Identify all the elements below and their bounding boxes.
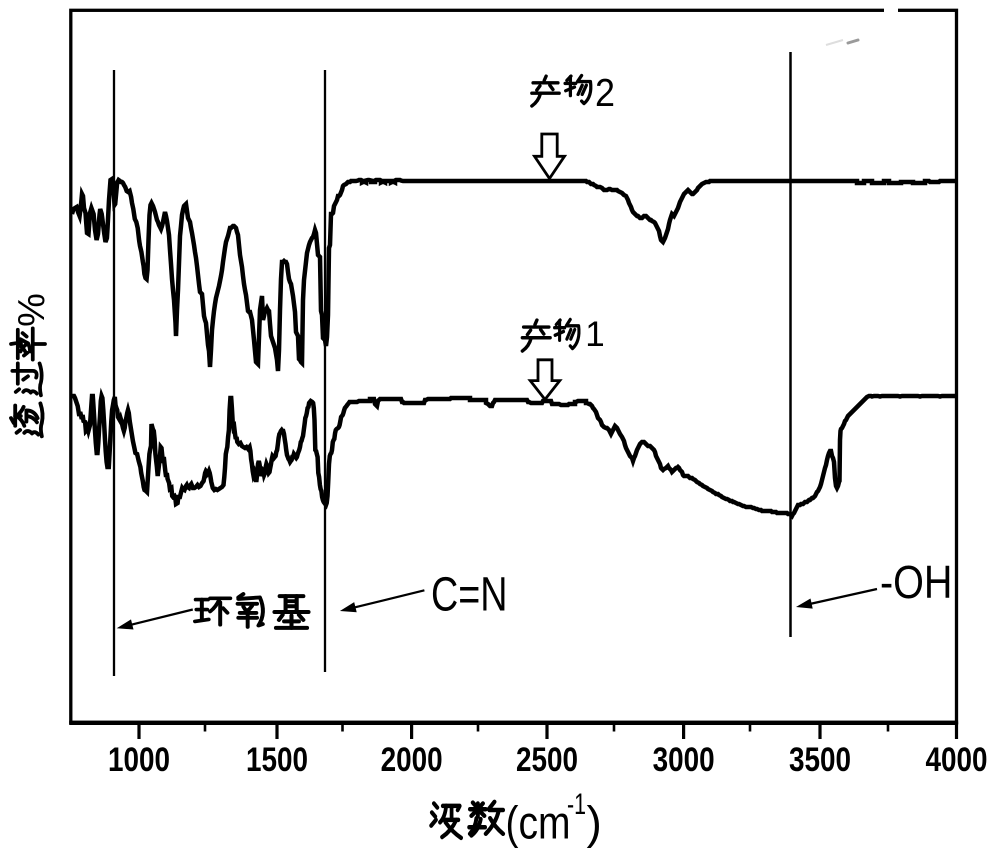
svg-text:2500: 2500 (516, 741, 578, 779)
svg-text:4000: 4000 (926, 741, 988, 779)
svg-text:): ) (587, 797, 602, 849)
svg-text:-OH: -OH (880, 556, 953, 608)
svg-text:3000: 3000 (653, 741, 715, 779)
svg-text:-1: -1 (567, 788, 586, 821)
svg-text:1500: 1500 (246, 741, 308, 779)
svg-text:(cm: (cm (506, 797, 571, 849)
svg-text:1: 1 (585, 315, 604, 354)
svg-text:1000: 1000 (108, 741, 170, 779)
svg-text:2000: 2000 (381, 741, 443, 779)
svg-text:2: 2 (595, 72, 615, 115)
svg-text:C=N: C=N (431, 569, 508, 622)
svg-text:%: % (11, 293, 53, 327)
svg-text:3500: 3500 (789, 741, 851, 779)
